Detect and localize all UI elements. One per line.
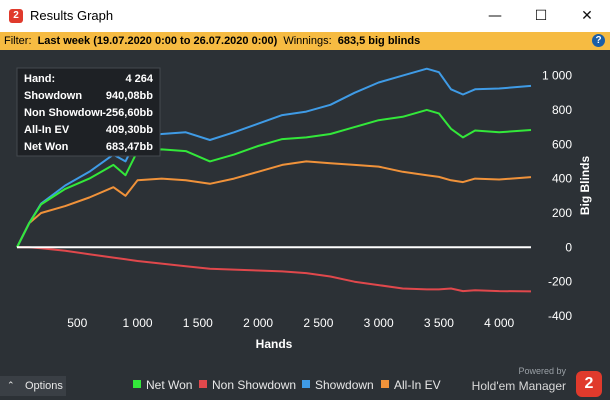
filter-bar[interactable]: Filter: Last week (19.07.2020 0:00 to 26…: [0, 32, 610, 50]
powered-by-text: Powered by: [518, 366, 566, 376]
series-line-showdown: [16, 67, 532, 248]
x-tick-label: 3 500: [424, 316, 454, 330]
legend-label: All-In EV: [394, 378, 441, 392]
legend-swatch: [302, 380, 310, 388]
legend-swatch: [133, 380, 141, 388]
x-tick-label: 4 000: [484, 316, 514, 330]
x-tick-label: 2 000: [243, 316, 273, 330]
stats-label-showdown: Showdown: [24, 90, 82, 102]
series-line-non-showdown: [17, 246, 532, 293]
legend-item-non-showdown[interactable]: Non Showdown: [199, 378, 296, 392]
series-line-all-in-ev: [16, 160, 532, 248]
help-icon[interactable]: ?: [592, 34, 605, 47]
y-tick-label: -400: [548, 309, 572, 323]
stats-label-non-showdown: Non Showdown: [24, 107, 107, 119]
filter-range[interactable]: Last week (19.07.2020 0:00 to 26.07.2020…: [37, 35, 278, 47]
maximize-button[interactable]: ☐: [534, 8, 548, 24]
stats-label-all-in-ev: All-In EV: [24, 124, 70, 136]
minimize-button[interactable]: —: [488, 8, 502, 24]
y-tick-label: -200: [548, 275, 572, 289]
close-button[interactable]: ✕: [581, 8, 593, 24]
x-tick-label: 2 500: [303, 316, 333, 330]
filter-prefix: Filter:: [4, 35, 32, 47]
x-tick-label: 3 000: [364, 316, 394, 330]
y-tick-label: 800: [552, 103, 572, 117]
x-axis-label: Hands: [256, 337, 293, 351]
chevron-up-icon: ⌃: [7, 381, 15, 391]
winnings-label: Winnings:: [283, 35, 332, 47]
y-axis-label: Big Blinds: [578, 156, 592, 216]
legend-item-showdown[interactable]: Showdown: [302, 378, 374, 392]
stats-value-showdown: 940,08bb: [106, 90, 153, 102]
options-button[interactable]: ⌃ Options: [0, 376, 66, 396]
legend-label: Net Won: [146, 378, 193, 392]
stats-label-net-won: Net Won: [24, 141, 69, 153]
x-tick-label: 1 000: [123, 316, 153, 330]
results-chart: 500 1 000 1 500 2 000 2 500 3 000 3 500 4 000 -…: [16, 67, 592, 351]
y-tick-label: 400: [552, 172, 572, 186]
series-line-net-won: [16, 108, 532, 248]
product-name: Hold'em Manager: [471, 379, 566, 393]
stats-value-non-showdown: -256,60bb: [102, 107, 153, 119]
y-tick-label: 600: [552, 137, 572, 151]
stats-value-all-in-ev: 409,30bb: [106, 124, 153, 136]
app-logo-icon: 2: [9, 9, 23, 23]
stats-label-hand: Hand:: [24, 73, 55, 85]
legend-label: Non Showdown: [212, 378, 297, 392]
y-tick-label: 0: [565, 240, 572, 254]
options-label: Options: [25, 380, 63, 392]
stats-value-net-won: 683,47bb: [106, 141, 153, 153]
stats-value-hand: 4 264: [125, 73, 153, 85]
stats-box: Hand: 4 264 Showdown 940,08bb Non Showdo…: [16, 67, 161, 157]
x-tick-label: 500: [67, 316, 87, 330]
x-tick-label: 1 500: [183, 316, 213, 330]
y-tick-label: 1 000: [542, 69, 572, 83]
legend-item-all-in-ev[interactable]: All-In EV: [381, 378, 441, 392]
legend-swatch: [199, 380, 207, 388]
legend-label: Showdown: [315, 378, 374, 392]
y-tick-label: 200: [552, 206, 572, 220]
legend-item-net-won[interactable]: Net Won: [133, 378, 192, 392]
legend-swatch: [381, 380, 389, 388]
hm-logo-icon: 2: [576, 371, 602, 397]
winnings-value: 683,5 big blinds: [337, 35, 421, 47]
title-bar: 2 Results Graph — ☐ ✕: [0, 0, 610, 32]
window-title: Results Graph: [30, 8, 114, 23]
